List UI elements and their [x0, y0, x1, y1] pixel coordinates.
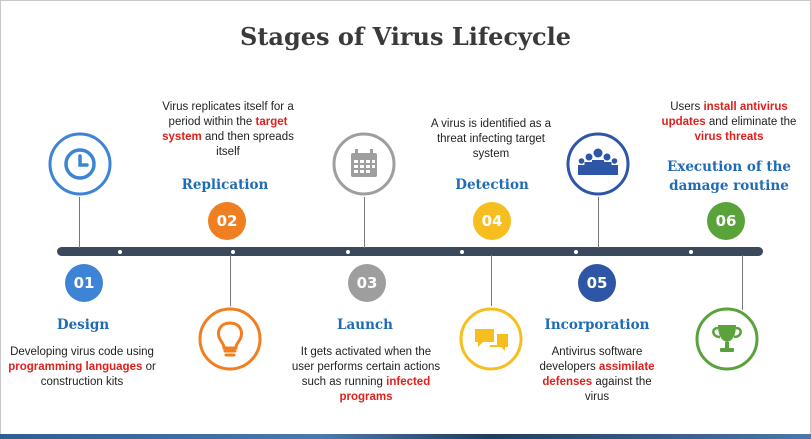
stage-02-description: Virus replicates itself for a period wit…	[162, 101, 294, 158]
stage-03-badge: 03	[348, 264, 386, 302]
stage-01-badge: 01	[65, 264, 103, 302]
stage-04-description: A virus is identified as a threat infect…	[430, 118, 552, 160]
stage-02-badge: 02	[208, 202, 246, 240]
chat-bubbles-icon	[458, 306, 524, 372]
connector-line	[79, 190, 80, 248]
lightbulb-icon	[197, 306, 263, 372]
stage-04-badge: 04	[473, 202, 511, 240]
timeline-dot	[118, 250, 122, 254]
timeline-dot	[574, 250, 578, 254]
people-group-icon	[565, 131, 631, 197]
stage-05-badge: 05	[578, 264, 616, 302]
stage-02-title: Replication	[181, 177, 269, 193]
stage-01-title: Design	[56, 317, 110, 333]
page-title: Stages of Virus Lifecycle	[240, 22, 571, 51]
stage-06-badge: 06	[707, 202, 745, 240]
stage-03-title: Launch	[337, 317, 393, 333]
clock-icon	[47, 131, 113, 197]
connector-line	[598, 188, 599, 248]
trophy-icon	[694, 306, 760, 372]
stage-01-description: Developing virus code using programming …	[8, 346, 156, 388]
stage-06-description: Users install antivirus updates and elim…	[661, 101, 797, 143]
stage-03-description: It gets activated when the user performs…	[291, 346, 441, 403]
connector-line	[230, 255, 231, 311]
timeline-dot	[346, 250, 350, 254]
stage-05-description: Antivirus software developers assimilate…	[539, 346, 655, 403]
connector-line	[742, 255, 743, 311]
stage-05-title: Incorporation	[544, 317, 650, 333]
bottom-decor-strip	[0, 434, 811, 439]
stage-06-title: Execution of the damage routine	[667, 159, 791, 194]
timeline-bar	[57, 247, 763, 256]
calendar-icon	[331, 131, 397, 197]
timeline-dot	[460, 250, 464, 254]
timeline-dot	[689, 250, 693, 254]
connector-line	[364, 188, 365, 248]
connector-line	[491, 255, 492, 311]
stage-04-title: Detection	[455, 177, 529, 193]
timeline-dot	[231, 250, 235, 254]
